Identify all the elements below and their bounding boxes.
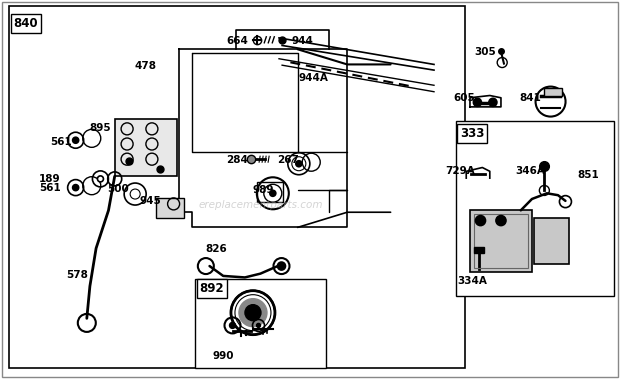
Text: 990: 990 <box>213 351 234 361</box>
Text: 605: 605 <box>453 93 475 103</box>
Bar <box>470 210 532 272</box>
Circle shape <box>278 262 285 270</box>
Text: ereplacementparts.com: ereplacementparts.com <box>198 200 322 210</box>
Text: 664: 664 <box>226 36 248 45</box>
Bar <box>456 121 614 296</box>
Text: 561: 561 <box>38 183 61 193</box>
Circle shape <box>97 176 104 182</box>
Circle shape <box>257 323 260 327</box>
Text: 729A: 729A <box>445 166 475 176</box>
Text: 578: 578 <box>66 270 89 280</box>
Circle shape <box>73 137 79 143</box>
Text: 944A: 944A <box>298 73 328 83</box>
Text: 189: 189 <box>39 174 60 184</box>
Circle shape <box>73 185 79 191</box>
Text: 826: 826 <box>205 244 227 254</box>
Bar <box>257 182 283 202</box>
Bar <box>195 279 326 368</box>
Text: 334A: 334A <box>458 276 487 286</box>
Text: 333: 333 <box>460 127 484 140</box>
Bar <box>115 119 177 176</box>
Text: 500: 500 <box>107 184 129 194</box>
Text: 895: 895 <box>90 123 111 133</box>
Text: 478: 478 <box>135 61 157 71</box>
Circle shape <box>474 98 481 106</box>
Circle shape <box>245 305 261 321</box>
Text: 284: 284 <box>226 155 248 165</box>
Text: 840: 840 <box>14 17 38 30</box>
Text: 346A: 346A <box>515 166 545 176</box>
Circle shape <box>229 323 236 329</box>
Text: 989: 989 <box>253 185 274 195</box>
Text: 267: 267 <box>277 155 299 165</box>
Bar <box>534 218 569 264</box>
Bar <box>9 6 465 368</box>
Bar <box>544 88 562 96</box>
Text: 944: 944 <box>291 36 314 45</box>
Text: 945: 945 <box>139 196 161 206</box>
Text: 851: 851 <box>577 170 599 180</box>
Text: 841: 841 <box>519 93 541 103</box>
Circle shape <box>296 161 302 167</box>
Text: 561: 561 <box>50 137 72 147</box>
Circle shape <box>239 299 267 327</box>
Circle shape <box>476 216 485 226</box>
Circle shape <box>270 190 276 196</box>
Circle shape <box>489 98 497 106</box>
Bar <box>156 198 184 218</box>
Bar <box>474 214 528 268</box>
Text: 305: 305 <box>474 47 496 57</box>
Circle shape <box>496 216 506 226</box>
Text: 892: 892 <box>200 282 224 295</box>
Bar <box>474 247 484 253</box>
